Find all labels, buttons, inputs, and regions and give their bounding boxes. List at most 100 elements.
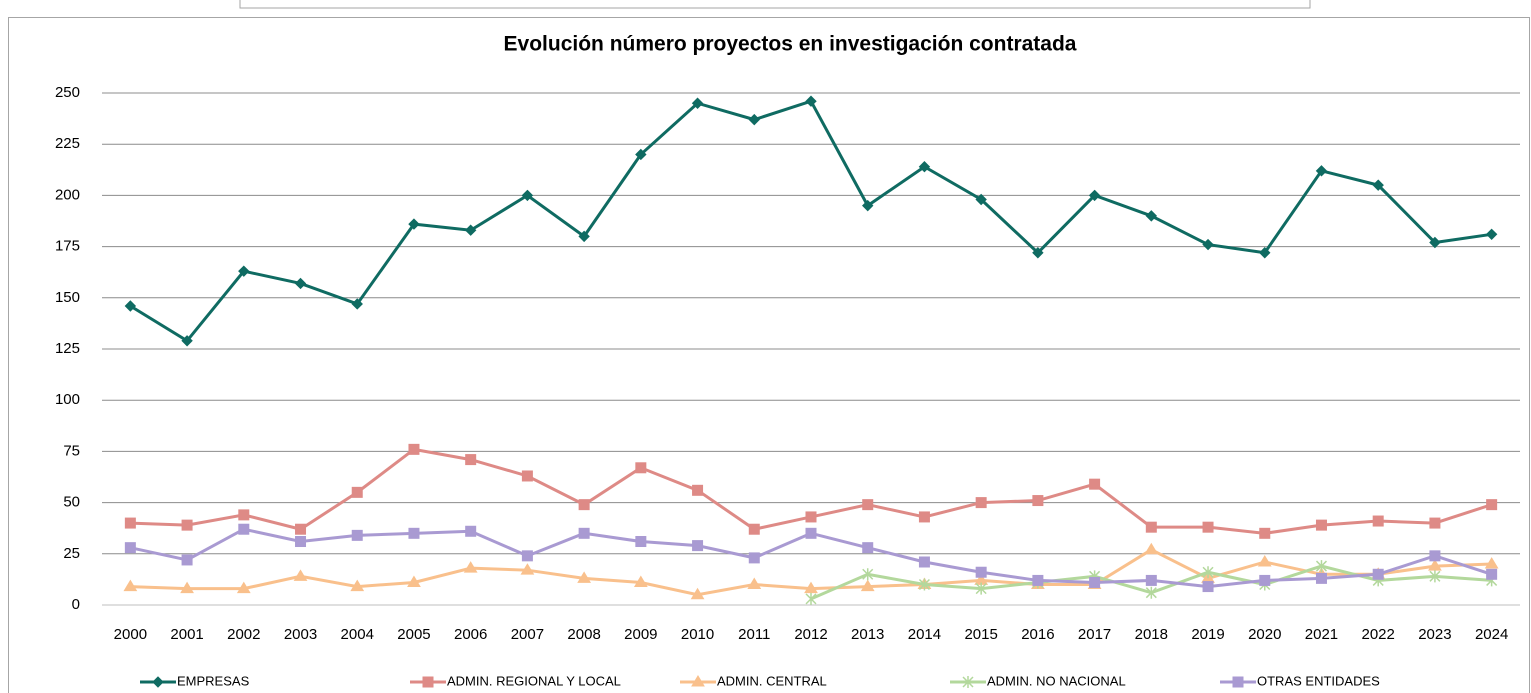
marker: [975, 193, 987, 206]
marker: [805, 592, 817, 605]
marker: [747, 577, 762, 590]
y-tick-label: 100: [55, 391, 80, 408]
marker: [124, 517, 136, 529]
marker: [1315, 519, 1327, 531]
marker: [577, 571, 592, 583]
x-tick-label: 2022: [1362, 626, 1395, 643]
marker: [748, 523, 760, 535]
x-tick-label: 2018: [1135, 626, 1168, 643]
marker: [692, 540, 704, 552]
x-tick-label: 2005: [397, 626, 430, 643]
marker: [1145, 586, 1157, 599]
x-tick-label: 2004: [341, 626, 374, 643]
marker: [578, 527, 590, 539]
marker: [1486, 499, 1498, 511]
marker: [123, 579, 138, 592]
marker: [1259, 527, 1271, 539]
legend-label: ADMIN. CENTRAL: [717, 673, 827, 688]
y-tick-label: 125: [55, 340, 80, 357]
marker: [408, 218, 420, 230]
marker: [295, 523, 307, 535]
x-tick-label: 2001: [170, 626, 203, 643]
marker: [351, 298, 363, 310]
marker: [1089, 576, 1101, 588]
marker: [1429, 570, 1441, 583]
marker: [463, 561, 478, 573]
marker: [975, 566, 987, 578]
marker: [1202, 521, 1214, 533]
marker: [293, 569, 308, 581]
legend-label: ADMIN. REGIONAL Y LOCAL: [447, 673, 621, 688]
marker: [1315, 572, 1327, 584]
marker: [407, 575, 421, 587]
y-tick-label: 75: [63, 442, 80, 459]
legend-label: EMPRESAS: [177, 673, 250, 688]
chart-title: Evolución número proyectos en investigac…: [504, 33, 1077, 56]
marker: [975, 497, 987, 509]
x-tick-label: 2020: [1248, 626, 1281, 643]
x-tick-label: 2009: [624, 626, 657, 643]
marker: [804, 581, 818, 594]
marker: [408, 443, 420, 455]
legend-marker: [422, 676, 434, 688]
marker: [862, 542, 874, 554]
marker: [1032, 247, 1044, 259]
x-tick-label: 2014: [908, 626, 941, 643]
x-tick-label: 2008: [567, 626, 600, 643]
legend-label: OTRAS ENTIDADES: [1257, 673, 1380, 688]
marker: [238, 523, 250, 535]
marker: [805, 511, 817, 523]
marker: [124, 542, 136, 554]
marker: [918, 578, 930, 591]
marker: [690, 587, 705, 600]
marker: [748, 113, 760, 126]
x-tick-label: 2007: [511, 626, 544, 643]
marker: [748, 552, 760, 564]
y-tick-label: 0: [72, 596, 80, 613]
y-tick-label: 150: [55, 289, 80, 306]
marker: [295, 536, 307, 548]
marker: [350, 579, 365, 592]
x-tick-label: 2000: [114, 626, 147, 643]
y-tick-label: 175: [55, 238, 80, 255]
marker: [862, 568, 874, 581]
x-tick-label: 2002: [227, 626, 260, 643]
marker: [1144, 542, 1159, 555]
marker: [465, 454, 477, 466]
marker: [351, 486, 363, 498]
marker: [578, 230, 590, 243]
marker: [1428, 559, 1442, 571]
marker: [464, 224, 477, 236]
marker: [180, 581, 194, 594]
marker: [1032, 495, 1044, 507]
marker: [351, 529, 363, 541]
marker: [635, 148, 647, 161]
marker: [181, 519, 193, 531]
marker: [238, 509, 250, 521]
marker: [1485, 228, 1498, 241]
marker: [1372, 179, 1384, 191]
y-tick-label: 225: [55, 135, 80, 152]
marker: [1089, 478, 1101, 490]
legend-marker: [1232, 676, 1244, 688]
legend-label: ADMIN. NO NACIONAL: [987, 673, 1126, 688]
legend-marker: [962, 676, 974, 688]
marker: [520, 563, 535, 575]
marker: [1259, 574, 1271, 586]
x-tick-label: 2013: [851, 626, 884, 643]
marker: [1145, 574, 1157, 586]
marker: [124, 300, 137, 312]
marker: [633, 575, 648, 587]
marker: [1202, 581, 1214, 593]
marker: [635, 462, 647, 474]
x-tick-label: 2003: [284, 626, 317, 643]
marker: [805, 527, 817, 539]
marker: [1429, 236, 1441, 249]
marker: [1429, 550, 1441, 562]
marker: [1484, 557, 1499, 569]
x-tick-label: 2024: [1475, 626, 1508, 643]
marker: [1315, 560, 1328, 573]
y-tick-label: 250: [55, 84, 80, 101]
marker: [1088, 189, 1101, 202]
marker: [181, 335, 193, 347]
